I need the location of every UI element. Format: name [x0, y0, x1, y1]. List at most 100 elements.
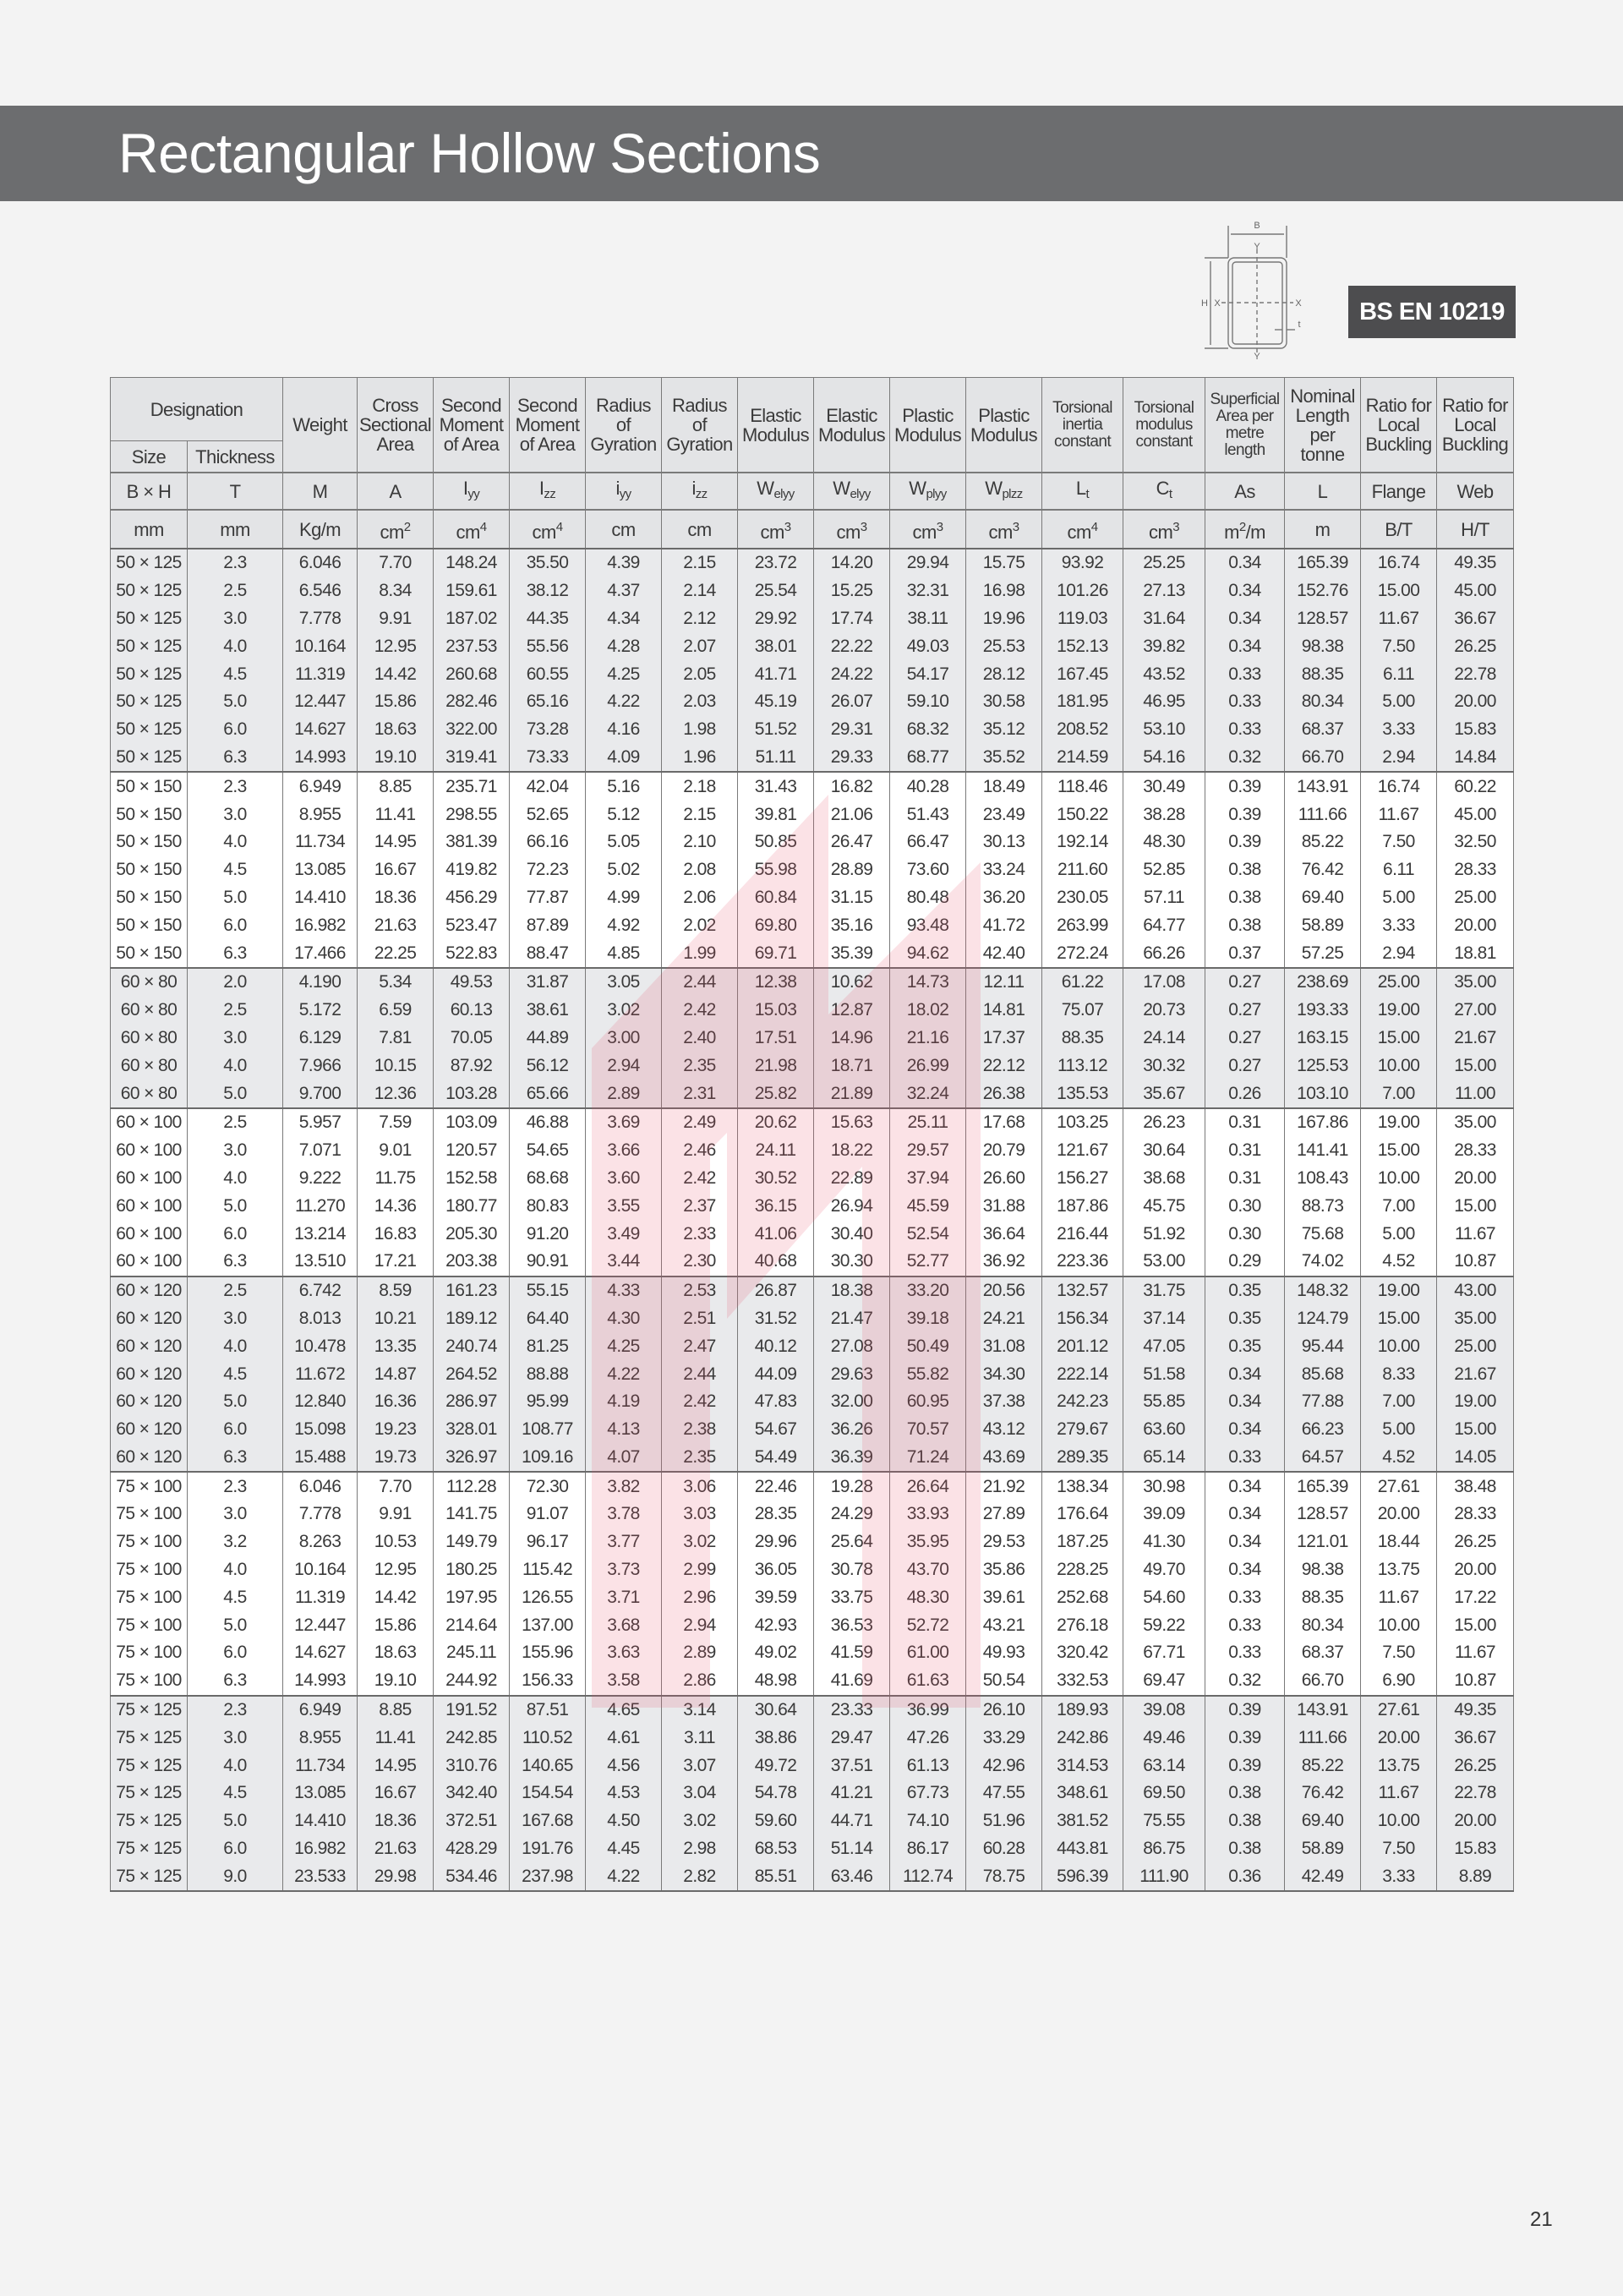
value-cell: 0.34 — [1205, 1528, 1285, 1556]
size-cell: 50 × 150 — [110, 856, 188, 884]
size-cell: 50 × 150 — [110, 771, 188, 801]
table-row: 60 × 100 6.3 13.510 17.21 203.38 90.91 3.44 2.3… — [110, 1247, 1514, 1276]
size-cell: 60 × 100 — [110, 1247, 188, 1276]
value-cell: 4.0 — [187, 632, 283, 661]
value-cell: 19.00 — [1360, 1107, 1437, 1137]
value-cell: 15.00 — [1436, 1415, 1514, 1444]
value-cell: 46.88 — [509, 1107, 586, 1137]
table-row: 50 × 125 6.0 14.627 18.63 322.00 73.28 4.16 1.9… — [110, 715, 1514, 744]
value-cell: 180.77 — [433, 1192, 510, 1221]
value-cell: 8.89 — [1436, 1862, 1514, 1893]
value-cell: 25.54 — [737, 577, 814, 605]
value-cell: 26.25 — [1436, 632, 1514, 661]
value-cell: 3.0 — [187, 1501, 283, 1528]
value-cell: 41.69 — [813, 1666, 890, 1696]
value-cell: 32.00 — [813, 1387, 890, 1416]
value-cell: 45.00 — [1436, 801, 1514, 828]
value-cell: 32.50 — [1436, 828, 1514, 856]
value-cell: 9.91 — [357, 1501, 434, 1528]
value-cell: 94.62 — [889, 939, 966, 968]
value-cell: 5.172 — [282, 996, 358, 1025]
value-cell: 15.25 — [813, 577, 890, 605]
value-cell: 0.33 — [1205, 1583, 1285, 1612]
value-cell: 2.06 — [661, 883, 738, 912]
value-cell: 348.61 — [1041, 1779, 1123, 1807]
value-cell: 0.34 — [1205, 1360, 1285, 1388]
value-cell: 223.36 — [1041, 1247, 1123, 1276]
value-cell: 235.71 — [433, 771, 510, 801]
column-header: Torsional inertia constant — [1041, 377, 1123, 473]
value-cell: 38.61 — [509, 996, 586, 1025]
value-cell: 15.00 — [1360, 1136, 1437, 1165]
table-row: 60 × 100 5.0 11.270 14.36 180.77 80.83 3.55 2.3… — [110, 1192, 1514, 1221]
value-cell: 68.37 — [1284, 1639, 1361, 1667]
value-cell: 156.27 — [1041, 1164, 1123, 1193]
value-cell: 21.47 — [813, 1304, 890, 1333]
value-cell: 75.07 — [1041, 996, 1123, 1025]
table-row: 75 × 100 2.3 6.046 7.70 112.28 72.30 3.82 3.06 2… — [110, 1471, 1514, 1501]
size-cell: 50 × 125 — [110, 715, 188, 744]
value-cell: 0.31 — [1205, 1107, 1285, 1137]
value-cell: 56.12 — [509, 1052, 586, 1080]
value-cell: 64.57 — [1284, 1443, 1361, 1473]
symbol-cell: M — [282, 472, 358, 511]
value-cell: 26.23 — [1123, 1107, 1205, 1137]
table-row: 50 × 150 2.3 6.949 8.85 235.71 42.04 5.16 2.18 3… — [110, 771, 1514, 801]
value-cell: 29.31 — [813, 715, 890, 744]
value-cell: 15.00 — [1436, 1052, 1514, 1080]
value-cell: 77.88 — [1284, 1387, 1361, 1416]
column-header: Torsional modulus constant — [1123, 377, 1205, 473]
symbol-cell: T — [187, 472, 283, 511]
size-cell: 60 × 80 — [110, 1080, 188, 1108]
value-cell: 25.11 — [889, 1107, 966, 1137]
value-cell: 2.02 — [661, 911, 738, 940]
value-cell: 30.78 — [813, 1555, 890, 1584]
symbol-cell: As — [1205, 472, 1285, 511]
size-cell: 50 × 150 — [110, 828, 188, 856]
value-cell: 95.99 — [509, 1387, 586, 1416]
value-cell: 119.03 — [1041, 604, 1123, 633]
value-cell: 0.36 — [1205, 1862, 1285, 1893]
value-cell: 7.966 — [282, 1052, 358, 1080]
value-cell: 0.34 — [1205, 548, 1285, 577]
value-cell: 5.0 — [187, 1387, 283, 1416]
value-cell: 30.49 — [1123, 771, 1205, 801]
value-cell: 2.35 — [661, 1052, 738, 1080]
value-cell: 24.22 — [813, 660, 890, 688]
value-cell: 60.22 — [1436, 771, 1514, 801]
unit-cell: cm4 — [433, 509, 510, 549]
value-cell: 75.55 — [1123, 1807, 1205, 1835]
unit-superscript: 2 — [403, 519, 411, 534]
value-cell: 3.68 — [585, 1611, 662, 1640]
value-cell: 272.24 — [1041, 939, 1123, 968]
value-cell: 41.71 — [737, 660, 814, 688]
value-cell: 24.11 — [737, 1136, 814, 1165]
value-cell: 298.55 — [433, 801, 510, 828]
table-row: 75 × 125 5.0 14.410 18.36 372.51 167.68 4.50 3.… — [110, 1807, 1514, 1835]
value-cell: 21.92 — [965, 1471, 1042, 1501]
value-cell: 65.16 — [509, 687, 586, 716]
value-cell: 0.32 — [1205, 1666, 1285, 1696]
value-cell: 0.30 — [1205, 1220, 1285, 1248]
value-cell: 13.085 — [282, 1779, 358, 1807]
value-cell: 138.34 — [1041, 1471, 1123, 1501]
value-cell: 43.21 — [965, 1611, 1042, 1640]
value-cell: 4.34 — [585, 604, 662, 633]
value-cell: 98.38 — [1284, 1555, 1361, 1584]
value-cell: 150.22 — [1041, 801, 1123, 828]
value-cell: 148.24 — [433, 548, 510, 577]
value-cell: 4.0 — [187, 1752, 283, 1780]
table-row: 50 × 125 2.3 6.046 7.70 148.24 35.50 4.39 2.15 2… — [110, 548, 1514, 577]
table-row: 60 × 80 3.0 6.129 7.81 70.05 44.89 3.00 2.40 17.… — [110, 1024, 1514, 1052]
unit-cell: cm — [661, 509, 738, 549]
value-cell: 282.46 — [433, 687, 510, 716]
value-cell: 18.81 — [1436, 939, 1514, 968]
value-cell: 18.63 — [357, 715, 434, 744]
value-cell: 88.35 — [1284, 660, 1361, 688]
size-cell: 75 × 125 — [110, 1834, 188, 1863]
value-cell: 4.99 — [585, 883, 662, 912]
value-cell: 68.77 — [889, 743, 966, 773]
value-cell: 310.76 — [433, 1752, 510, 1780]
value-cell: 187.25 — [1041, 1528, 1123, 1556]
value-cell: 0.38 — [1205, 911, 1285, 940]
